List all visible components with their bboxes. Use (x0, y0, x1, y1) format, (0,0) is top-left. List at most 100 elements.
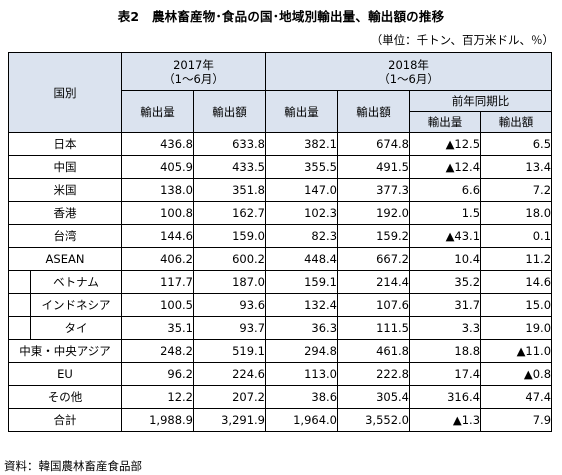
table-row: 米国 138.0 351.8 147.0 377.3 6.6 7.2 (8, 178, 553, 202)
cell-value-2018: 461.8 (337, 339, 411, 363)
cell-yoy-value: 11.2 (480, 247, 553, 271)
source-note: 資料：韓国農林畜産食品部 (4, 459, 142, 473)
cell-value-2018: 305.4 (337, 385, 411, 409)
header-2018-period: （1～6月） (378, 71, 439, 86)
cell-yoy-qty: ▲12.5 (409, 132, 482, 156)
table-row: ASEAN 406.2 600.2 448.4 667.2 10.4 11.2 (8, 247, 553, 271)
cell-yoy-value: 7.9 (480, 408, 553, 432)
cell-value-2018: 111.5 (337, 316, 411, 340)
header-2018: 2018年 （1～6月） (265, 52, 553, 91)
cell-qty-2018: 294.8 (265, 339, 339, 363)
cell-value-2017: 351.8 (192, 178, 267, 202)
cell-yoy-qty: ▲43.1 (409, 224, 482, 248)
cell-value-2017: 433.5 (192, 155, 267, 179)
row-label: ベトナム (30, 270, 122, 294)
cell-value-2018: 674.8 (337, 132, 411, 156)
table-title: 表2 農林畜産物･食品の国･地域別輸出量、輸出額の推移 (117, 9, 445, 24)
cell-qty-2017: 96.2 (121, 362, 194, 386)
cell-qty-2017: 138.0 (121, 178, 194, 202)
indent-cell (8, 316, 31, 340)
cell-qty-2018: 448.4 (265, 247, 339, 271)
indent-cell (8, 293, 31, 317)
table-row: その他 12.2 207.2 38.6 305.4 316.4 47.4 (8, 385, 553, 409)
cell-value-2017: 93.6 (192, 293, 267, 317)
cell-yoy-qty: ▲12.4 (409, 155, 482, 179)
cell-value-2018: 667.2 (337, 247, 411, 271)
row-label: 日本 (8, 132, 122, 156)
cell-yoy-value: ▲11.0 (480, 339, 553, 363)
cell-qty-2017: 1,988.9 (121, 408, 194, 432)
table-row: 香港 100.8 162.7 102.3 192.0 1.5 18.0 (8, 201, 553, 225)
table-row-total: 合計 1,988.9 3,291.9 1,964.0 3,552.0 ▲1.3 … (8, 408, 553, 432)
header-qty-2018: 輸出量 (265, 90, 339, 133)
cell-value-2017: 224.6 (192, 362, 267, 386)
cell-qty-2017: 117.7 (121, 270, 194, 294)
cell-yoy-value: 19.0 (480, 316, 553, 340)
cell-yoy-qty: 10.4 (409, 247, 482, 271)
header-yoy-value: 輸出額 (480, 111, 553, 133)
cell-qty-2017: 144.6 (121, 224, 194, 248)
cell-qty-2017: 405.9 (121, 155, 194, 179)
cell-yoy-value: 7.2 (480, 178, 553, 202)
cell-value-2017: 187.0 (192, 270, 267, 294)
cell-value-2018: 159.2 (337, 224, 411, 248)
cell-qty-2018: 102.3 (265, 201, 339, 225)
cell-qty-2017: 12.2 (121, 385, 194, 409)
header-country: 国別 (8, 52, 122, 133)
cell-yoy-value: 15.0 (480, 293, 553, 317)
table-row: 中国 405.9 433.5 355.5 491.5 ▲12.4 13.4 (8, 155, 553, 179)
cell-yoy-qty: 17.4 (409, 362, 482, 386)
cell-value-2018: 491.5 (337, 155, 411, 179)
cell-qty-2018: 159.1 (265, 270, 339, 294)
cell-qty-2018: 38.6 (265, 385, 339, 409)
cell-value-2017: 93.7 (192, 316, 267, 340)
cell-value-2018: 377.3 (337, 178, 411, 202)
header-2017: 2017年 （1～6月） (120, 52, 267, 91)
row-label: EU (8, 362, 122, 386)
cell-yoy-qty: 35.2 (409, 270, 482, 294)
cell-yoy-qty: 1.5 (409, 201, 482, 225)
cell-qty-2017: 248.2 (121, 339, 194, 363)
table-row: 中東・中央アジア 248.2 519.1 294.8 461.8 18.8 ▲1… (8, 339, 553, 363)
table-row: タイ 35.1 93.7 36.3 111.5 3.3 19.0 (8, 316, 553, 340)
cell-qty-2017: 100.8 (121, 201, 194, 225)
table-row: インドネシア 100.5 93.6 132.4 107.6 31.7 15.0 (8, 293, 553, 317)
cell-yoy-value: 13.4 (480, 155, 553, 179)
cell-value-2017: 162.7 (192, 201, 267, 225)
cell-yoy-qty: 6.6 (409, 178, 482, 202)
cell-value-2017: 159.0 (192, 224, 267, 248)
row-label: 合計 (8, 408, 122, 432)
cell-value-2018: 107.6 (337, 293, 411, 317)
cell-yoy-qty: 31.7 (409, 293, 482, 317)
row-label: インドネシア (30, 293, 122, 317)
export-table: 国別 2017年 （1～6月） 2018年 （1～6月） 輸出量 輸出額 輸出量… (8, 52, 553, 432)
cell-value-2017: 633.8 (192, 132, 267, 156)
cell-yoy-value: 14.6 (480, 270, 553, 294)
header-qty-2017: 輸出量 (121, 90, 194, 133)
cell-yoy-qty: ▲1.3 (409, 408, 482, 432)
cell-qty-2018: 1,964.0 (265, 408, 339, 432)
table-row: 日本 436.8 633.8 382.1 674.8 ▲12.5 6.5 (8, 132, 553, 156)
cell-qty-2018: 355.5 (265, 155, 339, 179)
cell-yoy-value: 0.1 (480, 224, 553, 248)
cell-yoy-value: 6.5 (480, 132, 553, 156)
cell-yoy-value: 47.4 (480, 385, 553, 409)
cell-value-2018: 222.8 (337, 362, 411, 386)
cell-qty-2018: 132.4 (265, 293, 339, 317)
cell-value-2017: 600.2 (192, 247, 267, 271)
header-value-2018: 輸出額 (337, 90, 411, 133)
row-label: その他 (8, 385, 122, 409)
cell-qty-2017: 100.5 (121, 293, 194, 317)
cell-qty-2018: 113.0 (265, 362, 339, 386)
row-label: ASEAN (8, 247, 122, 271)
cell-qty-2018: 382.1 (265, 132, 339, 156)
indent-cell (8, 270, 31, 294)
cell-yoy-qty: 316.4 (409, 385, 482, 409)
row-label: 香港 (8, 201, 122, 225)
cell-qty-2018: 82.3 (265, 224, 339, 248)
cell-value-2018: 214.4 (337, 270, 411, 294)
cell-value-2017: 519.1 (192, 339, 267, 363)
table-row: ベトナム 117.7 187.0 159.1 214.4 35.2 14.6 (8, 270, 553, 294)
cell-value-2017: 207.2 (192, 385, 267, 409)
cell-qty-2017: 406.2 (121, 247, 194, 271)
